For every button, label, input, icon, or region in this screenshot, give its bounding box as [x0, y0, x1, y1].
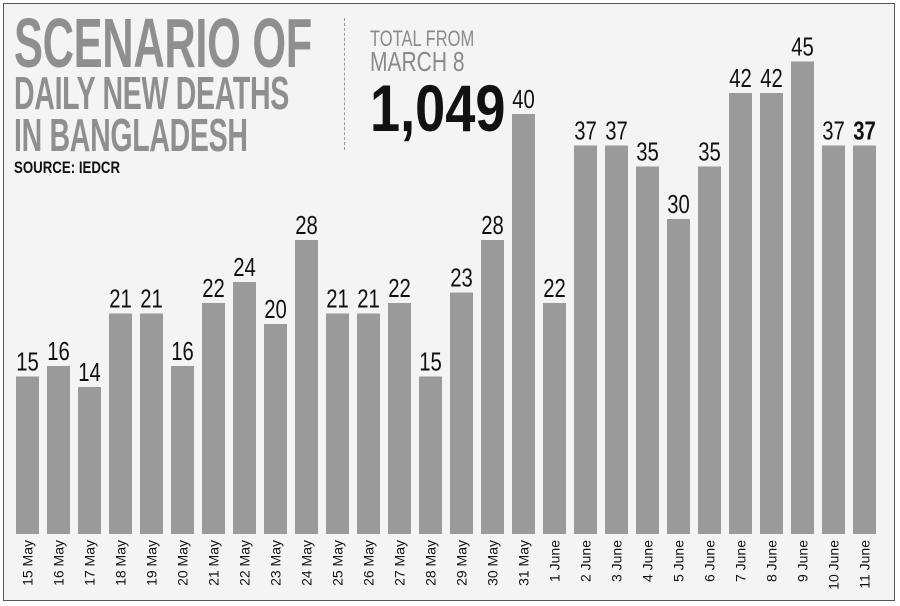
- x-tick-15-may: 15 May: [20, 540, 36, 586]
- data-label-15-may: 15: [16, 347, 39, 376]
- x-tick-6-june: 6 June: [702, 540, 718, 582]
- bar-26-may: [357, 313, 380, 534]
- x-tick-3-june: 3 June: [609, 540, 625, 582]
- data-label-24-may: 28: [295, 211, 318, 240]
- bar-10-june: [822, 145, 845, 534]
- x-tick-21-may: 21 May: [206, 540, 222, 586]
- bar-31-may: [512, 114, 535, 534]
- bar-18-may: [109, 313, 132, 534]
- bar-28-may: [419, 376, 442, 534]
- data-label-19-may: 21: [140, 284, 163, 313]
- data-label-20-may: 16: [171, 337, 194, 366]
- x-tick-9-june: 9 June: [795, 540, 811, 582]
- chart-title-line-2: DAILY NEW DEATHS: [14, 67, 289, 119]
- data-label-29-may: 23: [450, 263, 473, 292]
- x-tick-5-june: 5 June: [671, 540, 687, 582]
- x-tick-31-may: 31 May: [516, 540, 532, 586]
- x-tick-4-june: 4 June: [640, 540, 656, 582]
- bar-19-may: [140, 313, 163, 534]
- total-label-line-1: TOTAL FROM: [370, 26, 475, 51]
- data-label-18-may: 21: [109, 284, 132, 313]
- data-label-17-may: 14: [78, 358, 101, 387]
- bar-4-june: [636, 166, 659, 534]
- data-label-4-june: 35: [636, 137, 659, 166]
- bar-29-may: [450, 292, 473, 534]
- source-label: SOURCE: IEDCR: [14, 158, 121, 177]
- x-tick-17-may: 17 May: [82, 540, 98, 586]
- x-tick-23-may: 23 May: [268, 540, 284, 586]
- data-label-27-may: 22: [388, 274, 411, 303]
- data-label-2-june: 37: [574, 116, 597, 145]
- data-label-3-june: 37: [605, 116, 628, 145]
- chart-title-line-1: SCENARIO OF: [14, 4, 312, 82]
- data-label-5-june: 30: [667, 190, 690, 219]
- data-label-7-june: 42: [729, 64, 752, 93]
- x-tick-30-may: 30 May: [485, 540, 501, 586]
- x-tick-7-june: 7 June: [733, 540, 749, 582]
- data-label-1-june: 22: [543, 274, 566, 303]
- x-tick-29-may: 29 May: [454, 540, 470, 586]
- data-label-9-june: 45: [791, 32, 814, 61]
- bar-9-june: [791, 61, 814, 534]
- bar-16-may: [47, 366, 70, 534]
- bar-8-june: [760, 93, 783, 534]
- data-label-28-may: 15: [419, 347, 442, 376]
- data-label-10-june: 37: [822, 116, 845, 145]
- x-tick-18-may: 18 May: [113, 540, 129, 586]
- x-tick-1-june: 1 June: [547, 540, 563, 582]
- bar-15-may: [16, 376, 39, 534]
- bar-22-may: [233, 282, 256, 534]
- x-tick-24-may: 24 May: [299, 540, 315, 586]
- data-label-8-june: 42: [760, 64, 783, 93]
- total-label-line-2: MARCH 8: [370, 46, 465, 77]
- header-divider: [344, 18, 345, 150]
- data-label-25-may: 21: [326, 284, 349, 313]
- x-tick-11-june: 11 June: [857, 540, 873, 589]
- bar-30-may: [481, 240, 504, 534]
- bar-27-may: [388, 303, 411, 534]
- bar-5-june: [667, 219, 690, 534]
- bar-3-june: [605, 145, 628, 534]
- data-label-31-may: 40: [512, 85, 535, 114]
- x-tick-28-may: 28 May: [423, 540, 439, 586]
- data-label-16-may: 16: [47, 337, 70, 366]
- x-tick-27-may: 27 May: [392, 540, 408, 586]
- data-label-21-may: 22: [202, 274, 225, 303]
- bar-7-june: [729, 93, 752, 534]
- chart-title-line-3: IN BANGLADESH: [14, 109, 248, 161]
- bar-21-may: [202, 303, 225, 534]
- bar-1-june: [543, 303, 566, 534]
- total-value: 1,049: [370, 71, 506, 145]
- x-tick-10-june: 10 June: [826, 540, 842, 590]
- bar-17-may: [78, 387, 101, 534]
- bar-20-may: [171, 366, 194, 534]
- x-tick-25-may: 25 May: [330, 540, 346, 586]
- data-label-6-june: 35: [698, 137, 721, 166]
- bar-6-june: [698, 166, 721, 534]
- data-label-22-may: 24: [233, 253, 256, 282]
- x-tick-19-may: 19 May: [144, 540, 160, 586]
- bar-23-may: [264, 324, 287, 534]
- bar-24-may: [295, 240, 318, 534]
- x-tick-20-may: 20 May: [175, 540, 191, 586]
- data-label-23-may: 20: [264, 295, 287, 324]
- data-label-26-may: 21: [357, 284, 380, 313]
- bar-2-june: [574, 145, 597, 534]
- x-tick-26-may: 26 May: [361, 540, 377, 586]
- x-tick-2-june: 2 June: [578, 540, 594, 582]
- data-label-11-june: 37: [853, 116, 876, 145]
- bar-25-may: [326, 313, 349, 534]
- bar-11-june: [853, 145, 876, 534]
- x-tick-16-may: 16 May: [51, 540, 67, 586]
- x-tick-8-june: 8 June: [764, 540, 780, 582]
- x-tick-22-may: 22 May: [237, 540, 253, 586]
- data-label-30-may: 28: [481, 211, 504, 240]
